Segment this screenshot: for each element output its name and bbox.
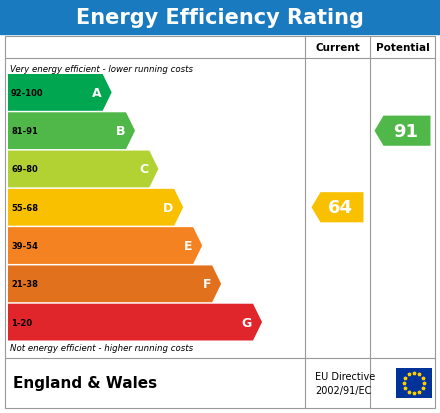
Polygon shape <box>8 151 158 188</box>
Text: 91: 91 <box>393 122 418 140</box>
Text: B: B <box>116 125 125 138</box>
Text: 55-68: 55-68 <box>11 203 38 212</box>
Text: D: D <box>163 201 173 214</box>
Text: Energy Efficiency Rating: Energy Efficiency Rating <box>76 7 364 27</box>
Polygon shape <box>8 266 221 302</box>
Text: 39-54: 39-54 <box>11 242 38 250</box>
Text: Current: Current <box>315 43 360 53</box>
Text: F: F <box>203 278 211 291</box>
Bar <box>396 368 432 398</box>
Text: Very energy efficient - lower running costs: Very energy efficient - lower running co… <box>10 64 193 74</box>
Text: 64: 64 <box>328 199 353 217</box>
Text: G: G <box>242 316 252 329</box>
Polygon shape <box>8 190 183 226</box>
Polygon shape <box>8 304 262 341</box>
Text: Not energy efficient - higher running costs: Not energy efficient - higher running co… <box>10 344 193 353</box>
Bar <box>0 0 440 35</box>
Polygon shape <box>8 113 135 150</box>
Polygon shape <box>8 228 202 264</box>
Text: England & Wales: England & Wales <box>13 375 157 391</box>
Text: 1-20: 1-20 <box>11 318 32 327</box>
Text: 81-91: 81-91 <box>11 127 38 136</box>
Text: 21-38: 21-38 <box>11 280 38 289</box>
Text: 92-100: 92-100 <box>11 89 44 97</box>
Polygon shape <box>312 193 363 223</box>
Polygon shape <box>374 116 430 146</box>
Text: Potential: Potential <box>376 43 429 53</box>
Text: 69-80: 69-80 <box>11 165 38 174</box>
Bar <box>5 37 435 408</box>
Polygon shape <box>8 75 112 112</box>
Text: C: C <box>139 163 148 176</box>
Text: E: E <box>183 240 192 252</box>
Text: A: A <box>92 87 102 100</box>
Text: 2002/91/EC: 2002/91/EC <box>315 385 371 395</box>
Text: EU Directive: EU Directive <box>315 371 375 381</box>
